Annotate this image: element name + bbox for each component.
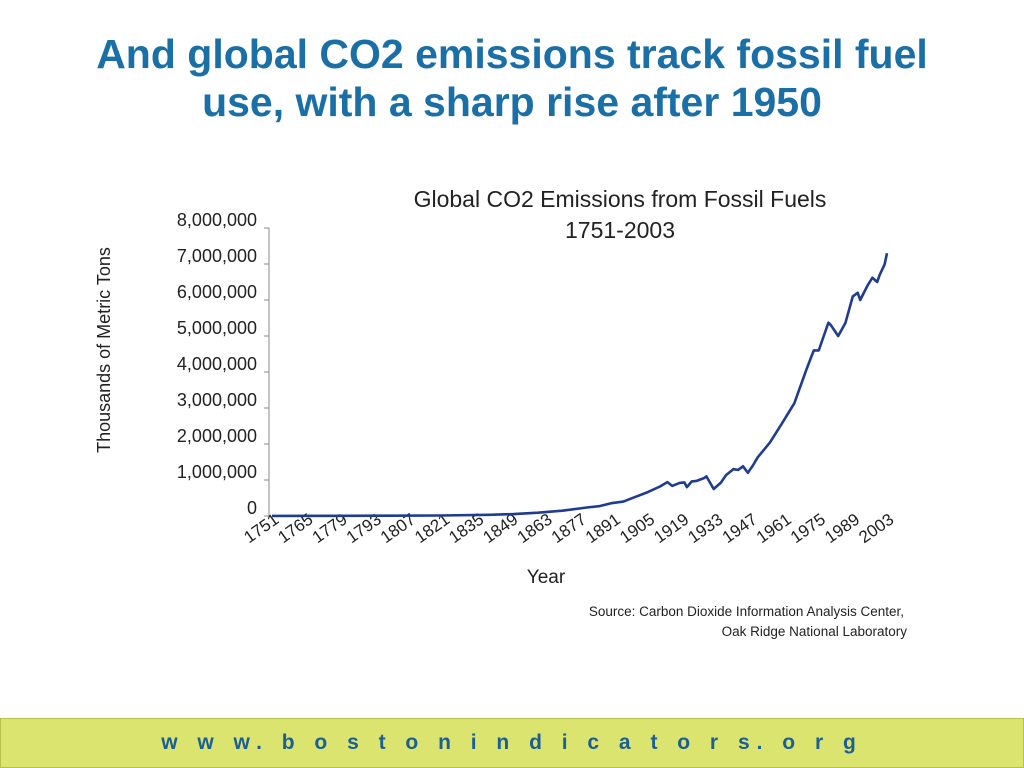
x-tick-label: 1989 — [821, 510, 863, 547]
x-tick-label: 1961 — [753, 510, 795, 547]
y-tick-label: 0 — [247, 498, 257, 518]
y-tick-label: 1,000,000 — [177, 462, 257, 482]
y-tick-label: 5,000,000 — [177, 318, 257, 338]
slide-title-line-2: use, with a sharp rise after 1950 — [202, 79, 822, 125]
y-tick-label: 3,000,000 — [177, 390, 257, 410]
y-tick-label: 4,000,000 — [177, 354, 257, 374]
y-axis-ticks: 0 1,000,000 2,000,000 3,000,000 4,000,000 5,0… — [177, 210, 269, 518]
y-tick-label: 6,000,000 — [177, 282, 257, 302]
x-axis-label: Year — [527, 567, 566, 588]
y-axis-label: Thousands of Metric Tons — [94, 247, 114, 453]
x-tick-label: 1919 — [650, 510, 692, 547]
slide-title: And global CO2 emissions track fossil fu… — [0, 30, 1024, 126]
y-tick-label: 8,000,000 — [177, 210, 257, 230]
co2-emissions-chart: Global CO2 Emissions from Fossil Fuels 1… — [94, 186, 908, 639]
source-line-1: Source: Carbon Dioxide Information Analy… — [589, 604, 904, 619]
chart-subtitle: 1751-2003 — [565, 217, 675, 243]
footer-bar: w w w. b o s t o n i n d i c a t o r s. … — [0, 718, 1024, 768]
x-tick-label: 1863 — [514, 510, 556, 547]
slide-title-line-1: And global CO2 emissions track fossil fu… — [96, 31, 928, 77]
x-tick-label: 1947 — [719, 510, 761, 547]
x-tick-label: 1933 — [685, 510, 727, 547]
footer-url[interactable]: w w w. b o s t o n i n d i c a t o r s. … — [161, 731, 863, 754]
chart-title: Global CO2 Emissions from Fossil Fuels — [414, 186, 827, 212]
y-tick-label: 7,000,000 — [177, 246, 257, 266]
y-tick-label: 2,000,000 — [177, 426, 257, 446]
source-line-2: Oak Ridge National Laboratory — [722, 624, 908, 639]
x-tick-label: 1877 — [548, 510, 590, 547]
x-tick-label: 1975 — [787, 510, 829, 547]
x-tick-label: 2003 — [855, 510, 897, 547]
x-tick-label: 1905 — [616, 510, 658, 547]
x-tick-label: 1891 — [582, 510, 624, 547]
co2-emissions-line — [271, 252, 889, 518]
